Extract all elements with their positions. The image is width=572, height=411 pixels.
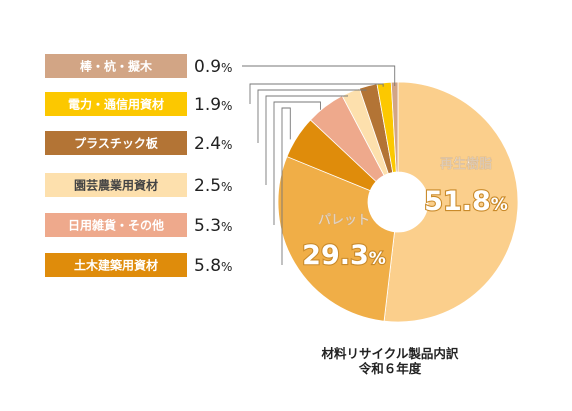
slice-3-connector bbox=[281, 107, 291, 265]
slice-1-value: 51.8% bbox=[424, 186, 508, 217]
caption-line-1: 材料リサイクル製品内訳 bbox=[321, 346, 459, 361]
slice-1-wedge bbox=[383, 81, 519, 323]
slice-8-legend-label: 棒・杭・擬木 bbox=[80, 59, 153, 74]
slice-6-value: 2.4% bbox=[194, 134, 232, 154]
slice-2-value: 29.3% bbox=[302, 240, 386, 271]
chart-caption: 材料リサイクル製品内訳 令和６年度 bbox=[300, 346, 480, 376]
slice-8-legend-box bbox=[45, 54, 187, 78]
slice-5-connector bbox=[265, 95, 348, 185]
slice-8-wedge bbox=[390, 81, 399, 173]
slice-2-label: パレット bbox=[318, 213, 370, 228]
slice-4-connector bbox=[273, 101, 321, 225]
slice-3-legend-label: 土木建築用資材 bbox=[74, 258, 158, 273]
slice-8-value: 0.9% bbox=[194, 57, 232, 77]
slice-4-legend-label: 日用雑貨・その他 bbox=[68, 218, 164, 233]
slice-4-value: 5.3% bbox=[194, 216, 232, 236]
slice-6-connector bbox=[257, 89, 367, 143]
slice-5-legend-label: 園芸農業用資材 bbox=[74, 178, 158, 193]
slice-5-legend-box bbox=[45, 173, 187, 197]
slice-3-value: 5.8% bbox=[194, 256, 232, 276]
slice-8-connector bbox=[242, 65, 396, 87]
slice-6-legend-label: プラスチック板 bbox=[74, 136, 159, 151]
slice-5-value: 2.5% bbox=[194, 176, 232, 196]
slice-7-legend-box bbox=[45, 92, 187, 116]
slice-7-legend-label: 電力・通信用資材 bbox=[68, 97, 164, 112]
slice-4-legend-box bbox=[45, 213, 187, 237]
slice-6-legend-box bbox=[45, 131, 187, 155]
slice-7-connector bbox=[249, 83, 384, 104]
slice-3-legend-box bbox=[45, 253, 187, 277]
caption-line-2: 令和６年度 bbox=[358, 361, 422, 376]
slice-1-label: 再生樹脂 bbox=[440, 156, 492, 172]
slice-2-wedge bbox=[277, 156, 395, 322]
slice-7-value: 1.9% bbox=[194, 95, 232, 115]
